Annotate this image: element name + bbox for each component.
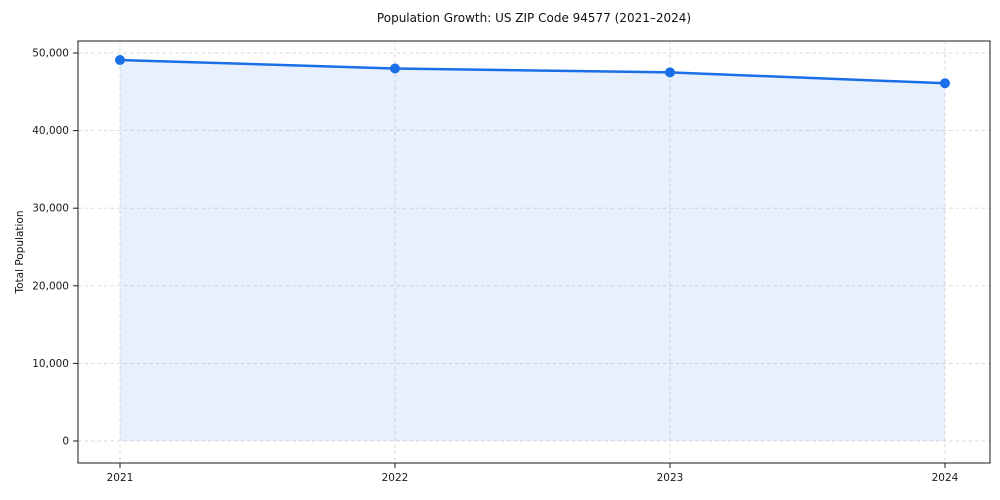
plot-border <box>77 40 991 464</box>
chart-title: Population Growth: US ZIP Code 94577 (20… <box>376 11 692 25</box>
x-tick-label: 2021 <box>107 472 134 484</box>
y-tick-label: 20,000 <box>32 280 69 292</box>
area-fill <box>120 59 945 441</box>
data-point-2022 <box>390 63 400 74</box>
x-tick-label: 2024 <box>932 472 959 484</box>
x-tick-label: 2023 <box>657 472 684 484</box>
y-tick-label: 40,000 <box>32 125 69 137</box>
y-tick-label: 0 <box>62 436 69 448</box>
y-tick-label: 30,000 <box>32 203 69 215</box>
data-point-2023 <box>665 67 675 78</box>
y-tick-label: 50,000 <box>32 48 69 60</box>
data-line <box>118 58 947 85</box>
data-point-2024 <box>940 78 950 89</box>
data-point-2021 <box>115 54 125 65</box>
x-tick-label: 2022 <box>382 472 409 484</box>
y-tick-label: 10,000 <box>32 358 69 370</box>
